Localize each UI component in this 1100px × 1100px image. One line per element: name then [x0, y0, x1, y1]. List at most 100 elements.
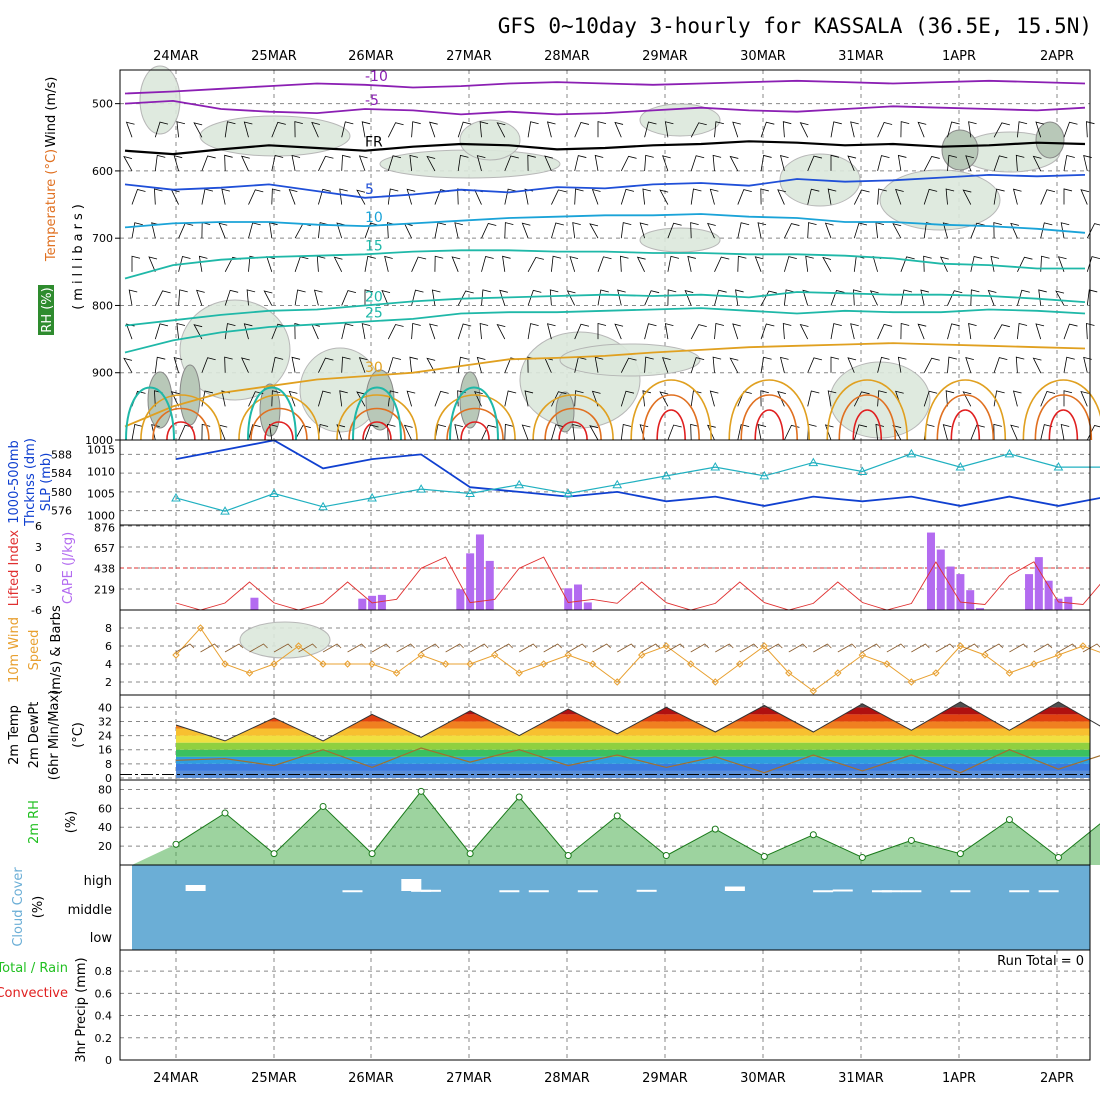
wind10-barb — [984, 643, 1004, 653]
wind-barb — [923, 188, 938, 205]
thk-tick-label: 584 — [51, 467, 72, 480]
date-label-bottom: 26MAR — [348, 1071, 394, 1086]
wind-barb — [201, 357, 216, 373]
wind-barb — [271, 188, 281, 205]
wind-barb — [387, 423, 396, 441]
temp-tick-label: 24 — [98, 730, 112, 743]
wind10-marker — [589, 660, 597, 668]
wind-barb — [221, 188, 230, 205]
wind-barb — [709, 390, 719, 407]
wind-barb — [993, 155, 1008, 172]
rh2m-marker — [368, 850, 376, 858]
wind-barb — [923, 357, 940, 373]
wind-barb — [757, 424, 767, 441]
wind-barb — [551, 424, 564, 441]
wind-barb — [364, 222, 379, 239]
wind-barb — [824, 424, 834, 441]
temp-band — [120, 778, 1090, 785]
wind-barb — [457, 356, 469, 373]
wind-barb — [760, 121, 775, 138]
wind-barb — [566, 290, 576, 306]
wind10-barb — [1033, 643, 1053, 653]
cape-bar — [456, 589, 465, 610]
wind-barb — [779, 356, 789, 373]
wind-barb — [732, 323, 741, 340]
wind-barb — [551, 189, 567, 205]
wind-barb — [987, 289, 997, 306]
wind-barb — [131, 255, 141, 272]
wind-barb — [760, 290, 777, 306]
wind-barb — [875, 423, 885, 441]
wind-barb — [387, 188, 399, 205]
wind-barb — [947, 154, 957, 171]
wind-barb — [830, 323, 842, 340]
wind-barb — [154, 154, 166, 171]
wind10-marker — [956, 642, 965, 650]
wind-barb — [707, 222, 716, 239]
wind-barb — [504, 423, 514, 441]
wind-barb — [224, 289, 239, 306]
wind-barb — [341, 356, 351, 373]
wind-barb — [830, 289, 845, 306]
wind-barb — [589, 223, 599, 239]
wind10-barb — [568, 643, 587, 653]
warm-cell — [362, 421, 392, 441]
rh2m-marker — [417, 787, 425, 795]
temp-band — [176, 763, 1090, 771]
wind-barb — [176, 121, 186, 138]
wind10-barb — [396, 643, 415, 653]
wind-barb — [173, 155, 183, 172]
warm-cell — [924, 379, 1007, 441]
wind-barb — [1040, 189, 1056, 205]
cape-bar — [564, 588, 573, 610]
thk-tick-label: 580 — [51, 486, 72, 499]
label-2m-dewpt: 2m DewPt — [27, 702, 42, 769]
label-precip-unit: 3hr Precip (mm) — [74, 957, 89, 1062]
wind10-barb — [788, 643, 808, 653]
date-label-bottom: 27MAR — [446, 1071, 492, 1086]
wind-barb — [614, 121, 624, 138]
wind-barb — [574, 390, 584, 407]
li-tick-label: 0 — [35, 562, 42, 575]
wind-barb — [476, 155, 486, 172]
wind10-marker — [736, 660, 744, 668]
wind-barb — [288, 189, 298, 205]
wind-barb — [356, 189, 366, 205]
wind-barb — [642, 390, 652, 407]
slp-marker — [171, 492, 181, 502]
wind-barb — [434, 390, 449, 407]
wind-barb — [827, 390, 837, 407]
cape-bar — [1044, 580, 1053, 610]
warm-cell — [264, 421, 294, 441]
rh2m-area — [131, 791, 1100, 865]
cape-bar — [966, 590, 975, 610]
wind-barb — [341, 154, 351, 171]
cape-bar — [358, 598, 367, 610]
wind-barb — [714, 121, 724, 138]
wind-barb — [799, 323, 809, 340]
wind10-marker — [981, 651, 989, 659]
wind-barb — [243, 121, 253, 138]
wind-barb — [617, 289, 626, 306]
thk-tick-label: 576 — [51, 505, 72, 518]
cloud-high-bar — [813, 890, 834, 893]
wind-barb — [291, 154, 301, 171]
rh-shading — [459, 119, 521, 161]
wind-barb — [760, 188, 769, 205]
cape-bar — [574, 584, 583, 610]
wind-barb — [1017, 289, 1030, 306]
warm-cell — [936, 394, 995, 441]
wind-barb — [154, 290, 171, 306]
wind-barb — [1060, 424, 1070, 441]
wind-barb — [1035, 121, 1045, 138]
wind-barb — [125, 323, 135, 340]
wind-barb — [499, 289, 508, 306]
wind-barb — [784, 256, 797, 272]
label-rh-unit: (%) — [64, 811, 79, 834]
li-tick-label: -6 — [31, 604, 42, 617]
slp-tick-label: 1005 — [87, 488, 115, 501]
wind-barb — [690, 122, 707, 138]
wind-barb — [1063, 188, 1073, 205]
date-label-top: 30MAR — [740, 49, 786, 64]
rh2m-marker — [564, 852, 572, 860]
